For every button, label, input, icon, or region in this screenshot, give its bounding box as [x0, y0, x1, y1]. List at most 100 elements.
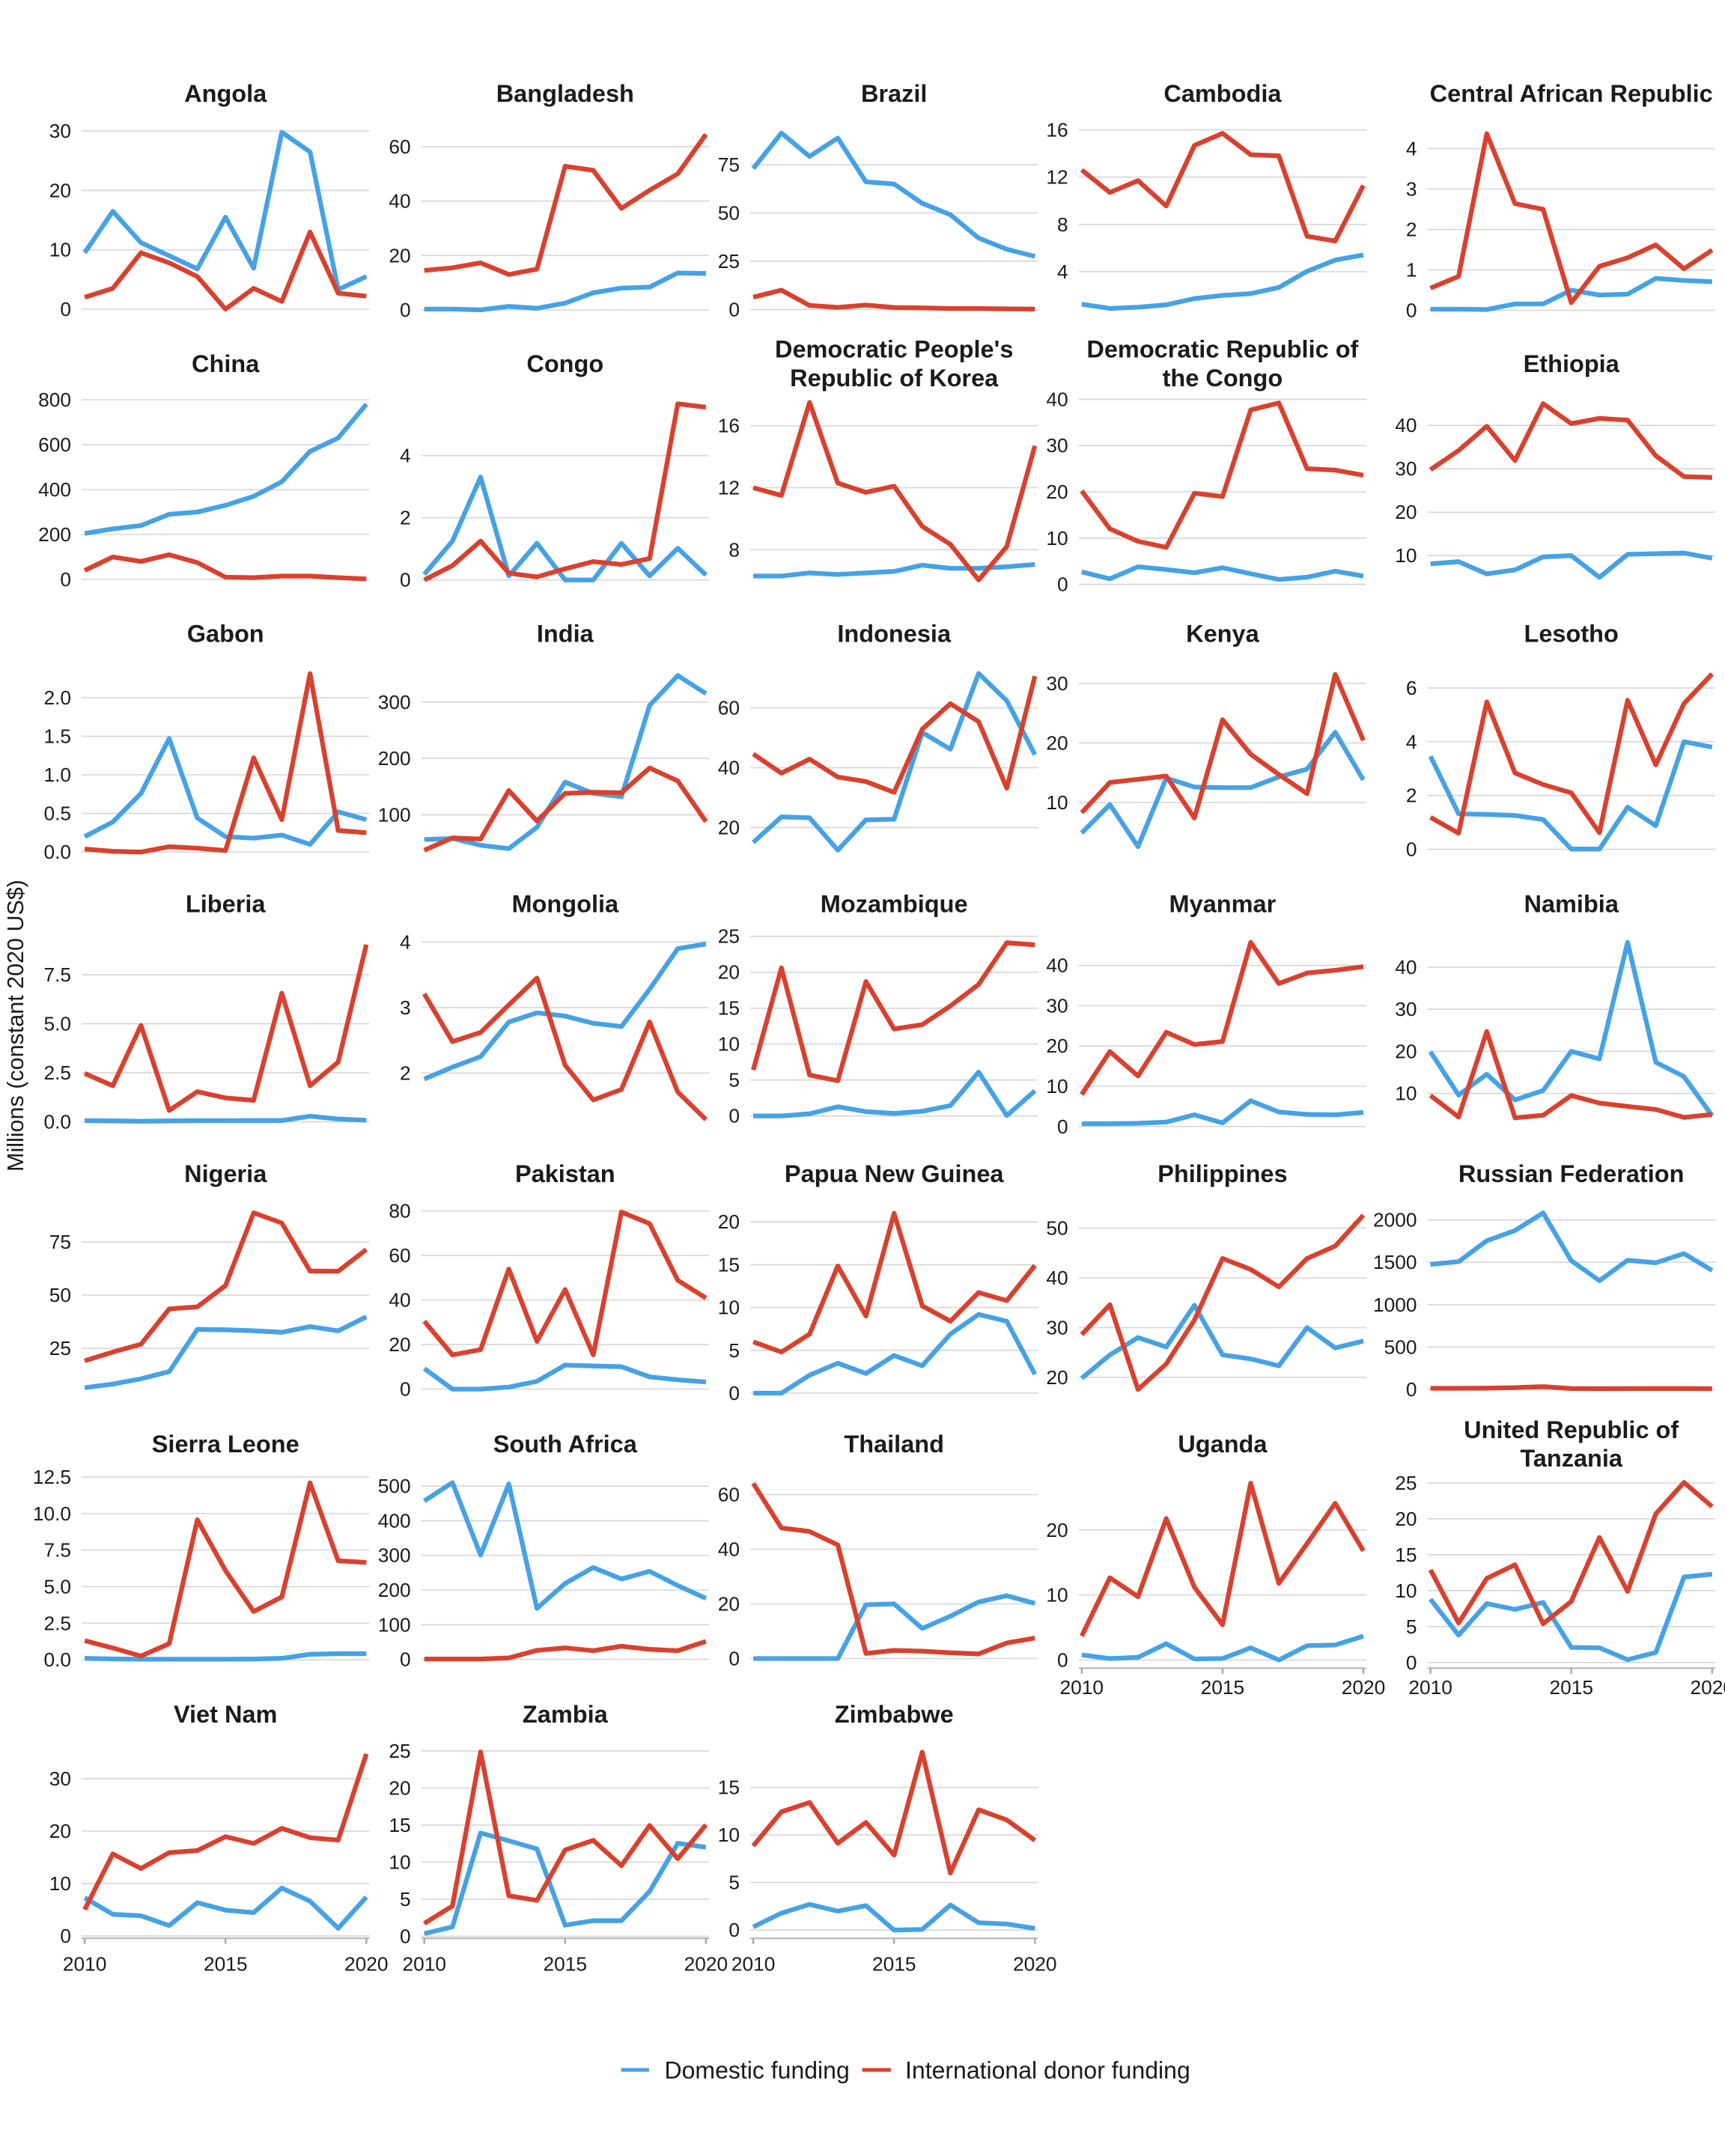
svg-text:2.5: 2.5 — [43, 1612, 71, 1634]
svg-text:0: 0 — [1406, 299, 1417, 322]
svg-text:25: 25 — [49, 1337, 71, 1359]
svg-text:20: 20 — [1046, 1519, 1068, 1541]
svg-text:600: 600 — [38, 433, 71, 456]
svg-text:60: 60 — [718, 697, 740, 719]
svg-text:25: 25 — [718, 925, 740, 948]
svg-text:2010: 2010 — [402, 1952, 446, 1975]
svg-text:20: 20 — [1046, 731, 1068, 754]
svg-text:0: 0 — [400, 1925, 411, 1947]
svg-text:2: 2 — [1406, 219, 1417, 241]
svg-text:Cambodia: Cambodia — [1163, 80, 1282, 107]
svg-text:International donor funding: International donor funding — [905, 2057, 1190, 2084]
svg-text:5: 5 — [728, 1069, 740, 1091]
svg-text:30: 30 — [1046, 1316, 1068, 1339]
svg-text:2: 2 — [400, 507, 411, 529]
svg-text:100: 100 — [378, 803, 411, 826]
svg-text:8: 8 — [728, 538, 740, 561]
svg-text:Central African Republic: Central African Republic — [1430, 80, 1713, 107]
svg-text:Zambia: Zambia — [523, 1701, 609, 1728]
svg-text:5: 5 — [728, 1339, 740, 1362]
svg-text:300: 300 — [378, 1544, 411, 1567]
svg-text:20: 20 — [49, 179, 71, 201]
svg-text:20: 20 — [49, 1820, 71, 1842]
svg-text:500: 500 — [378, 1475, 411, 1497]
svg-text:2015: 2015 — [1201, 1676, 1245, 1699]
svg-text:40: 40 — [718, 1538, 740, 1561]
svg-text:0: 0 — [400, 569, 411, 591]
svg-text:4: 4 — [1406, 138, 1417, 160]
svg-text:75: 75 — [718, 153, 740, 176]
svg-text:Domestic funding: Domestic funding — [665, 2057, 850, 2084]
svg-text:60: 60 — [389, 1244, 410, 1267]
svg-text:3: 3 — [1406, 178, 1417, 201]
svg-text:5: 5 — [728, 1872, 740, 1894]
svg-text:0.0: 0.0 — [43, 1648, 71, 1671]
svg-text:2.5: 2.5 — [43, 1062, 71, 1084]
svg-text:2010: 2010 — [63, 1952, 107, 1975]
svg-text:7.5: 7.5 — [43, 1539, 71, 1562]
svg-text:40: 40 — [718, 757, 740, 779]
svg-text:Myanmar: Myanmar — [1169, 890, 1277, 917]
svg-text:16: 16 — [1046, 118, 1068, 141]
svg-text:20: 20 — [1046, 481, 1068, 503]
svg-text:100: 100 — [378, 1613, 411, 1636]
svg-text:Bangladesh: Bangladesh — [496, 80, 634, 107]
svg-text:0: 0 — [1406, 1651, 1417, 1674]
svg-text:25: 25 — [1395, 1472, 1417, 1494]
svg-text:Pakistan: Pakistan — [515, 1160, 615, 1187]
svg-text:15: 15 — [718, 1776, 740, 1799]
svg-text:200: 200 — [378, 747, 411, 770]
svg-text:30: 30 — [49, 1767, 71, 1790]
svg-text:50: 50 — [718, 201, 740, 224]
svg-text:7.5: 7.5 — [43, 963, 71, 986]
svg-text:2020: 2020 — [1013, 1952, 1057, 1975]
svg-text:Thailand: Thailand — [844, 1431, 944, 1458]
svg-text:Uganda: Uganda — [1178, 1431, 1268, 1458]
svg-text:0: 0 — [60, 1925, 71, 1947]
svg-text:40: 40 — [1395, 414, 1417, 436]
svg-text:10: 10 — [49, 239, 71, 261]
svg-text:10: 10 — [1046, 1584, 1068, 1607]
svg-text:6: 6 — [1406, 677, 1417, 699]
svg-text:South Africa: South Africa — [493, 1431, 638, 1458]
svg-text:20: 20 — [1395, 501, 1417, 523]
svg-text:Sierra Leone: Sierra Leone — [152, 1431, 299, 1458]
svg-text:10: 10 — [389, 1851, 410, 1873]
svg-text:50: 50 — [1046, 1217, 1068, 1240]
svg-text:40: 40 — [1046, 954, 1068, 977]
svg-text:Namibia: Namibia — [1524, 890, 1619, 917]
svg-text:Republic of Korea: Republic of Korea — [790, 365, 999, 392]
svg-text:40: 40 — [1395, 956, 1417, 978]
svg-text:Brazil: Brazil — [861, 80, 928, 107]
svg-text:30: 30 — [1046, 672, 1068, 695]
svg-text:2020: 2020 — [344, 1952, 389, 1975]
svg-text:10: 10 — [1395, 1580, 1417, 1602]
svg-text:200: 200 — [378, 1579, 411, 1601]
svg-text:Gabon: Gabon — [187, 621, 264, 648]
svg-text:2000: 2000 — [1373, 1209, 1417, 1231]
svg-text:India: India — [537, 621, 594, 648]
svg-text:4: 4 — [1406, 731, 1417, 753]
svg-text:60: 60 — [718, 1484, 740, 1506]
svg-text:Democratic People's: Democratic People's — [775, 336, 1013, 363]
svg-text:15: 15 — [718, 1253, 740, 1276]
svg-text:0: 0 — [728, 1919, 740, 1941]
svg-text:20: 20 — [718, 817, 740, 839]
svg-text:40: 40 — [1046, 388, 1068, 410]
svg-text:10: 10 — [49, 1872, 71, 1895]
svg-text:2015: 2015 — [1549, 1676, 1593, 1699]
svg-text:10: 10 — [1395, 1082, 1417, 1105]
svg-text:Indonesia: Indonesia — [837, 621, 952, 648]
svg-text:0: 0 — [400, 299, 411, 321]
svg-text:Liberia: Liberia — [186, 890, 266, 917]
svg-text:the Congo: the Congo — [1163, 365, 1283, 392]
svg-text:Papua New Guinea: Papua New Guinea — [785, 1160, 1005, 1187]
svg-text:30: 30 — [1395, 998, 1417, 1020]
svg-text:United Republic of: United Republic of — [1464, 1416, 1679, 1443]
svg-text:5: 5 — [1406, 1616, 1417, 1638]
svg-text:5.0: 5.0 — [43, 1576, 71, 1598]
svg-text:0: 0 — [1057, 1648, 1068, 1671]
svg-text:Millions (constant 2020 US$): Millions (constant 2020 US$) — [3, 880, 28, 1172]
svg-text:0.0: 0.0 — [43, 1111, 71, 1133]
svg-text:400: 400 — [38, 478, 71, 501]
